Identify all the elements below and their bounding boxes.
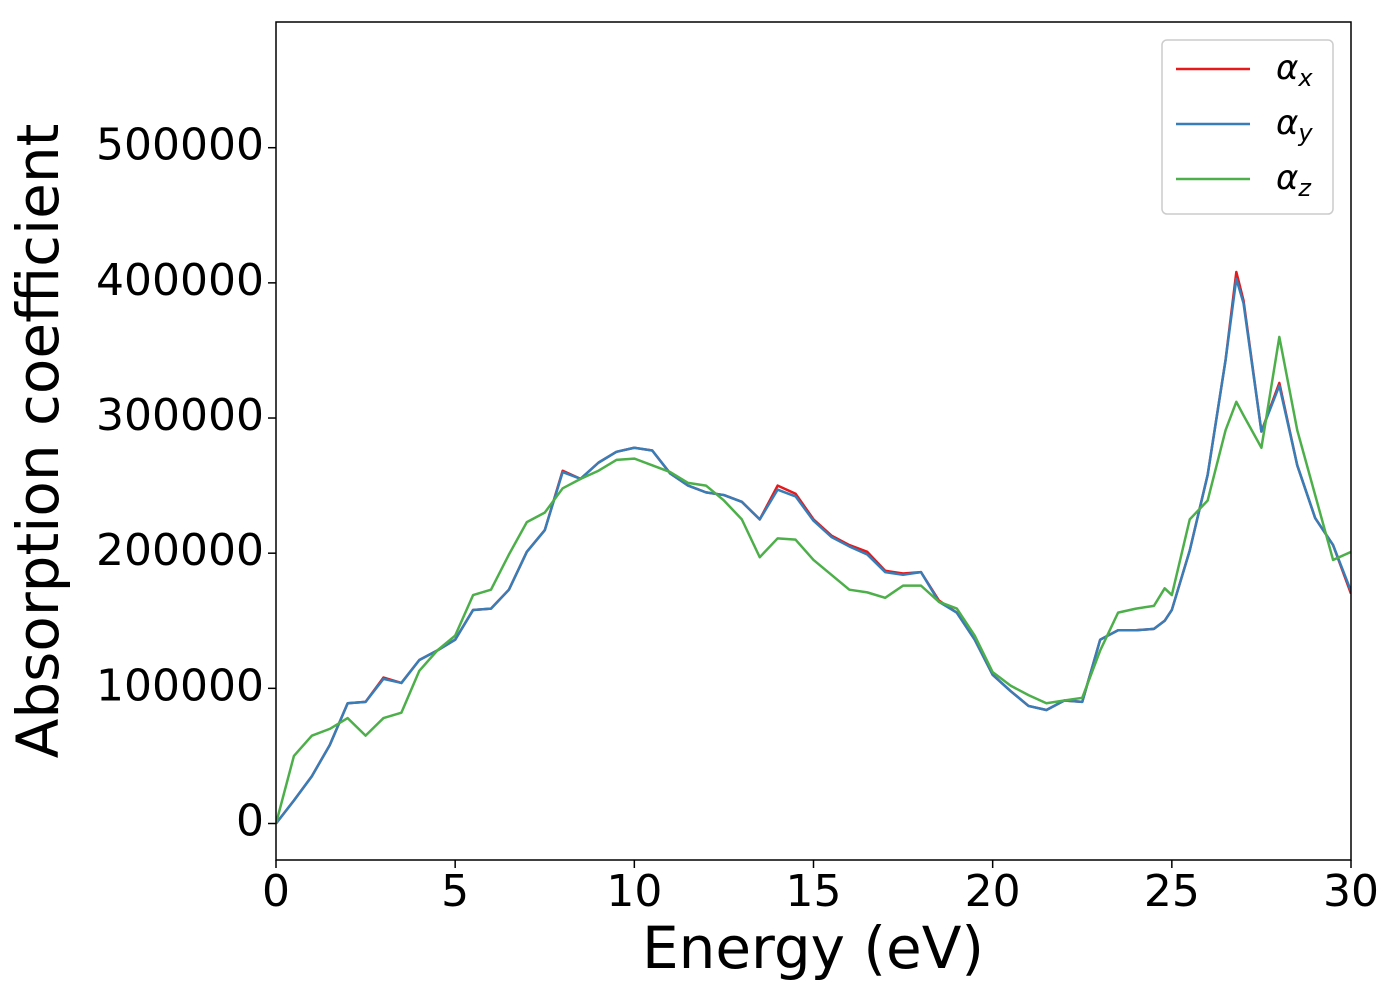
legend-label: αx	[1276, 48, 1313, 93]
x-tick-label: 20	[965, 866, 1021, 917]
series-line	[276, 277, 1351, 825]
x-tick-label: 30	[1323, 866, 1379, 917]
x-tick-label: 15	[786, 866, 842, 917]
legend-label: αy	[1276, 103, 1313, 148]
y-tick-label: 100000	[96, 660, 264, 711]
y-tick-label: 300000	[96, 390, 264, 441]
y-tick-label: 400000	[96, 255, 264, 306]
x-tick-label: 10	[606, 866, 662, 917]
plot-frame	[275, 21, 1352, 861]
x-tick-label: 0	[262, 866, 290, 917]
x-tick-label: 25	[1144, 866, 1200, 917]
x-axis-label: Energy (eV)	[642, 914, 984, 982]
legend-label: αz	[1276, 158, 1312, 203]
y-axis-label: Absorption coefficient	[4, 124, 72, 759]
series-line	[276, 335, 1351, 824]
legend-box	[1161, 39, 1334, 215]
y-tick-label: 0	[236, 796, 264, 847]
y-tick-label: 200000	[96, 525, 264, 576]
x-tick-label: 5	[441, 866, 469, 917]
y-tick-label: 500000	[96, 120, 264, 171]
